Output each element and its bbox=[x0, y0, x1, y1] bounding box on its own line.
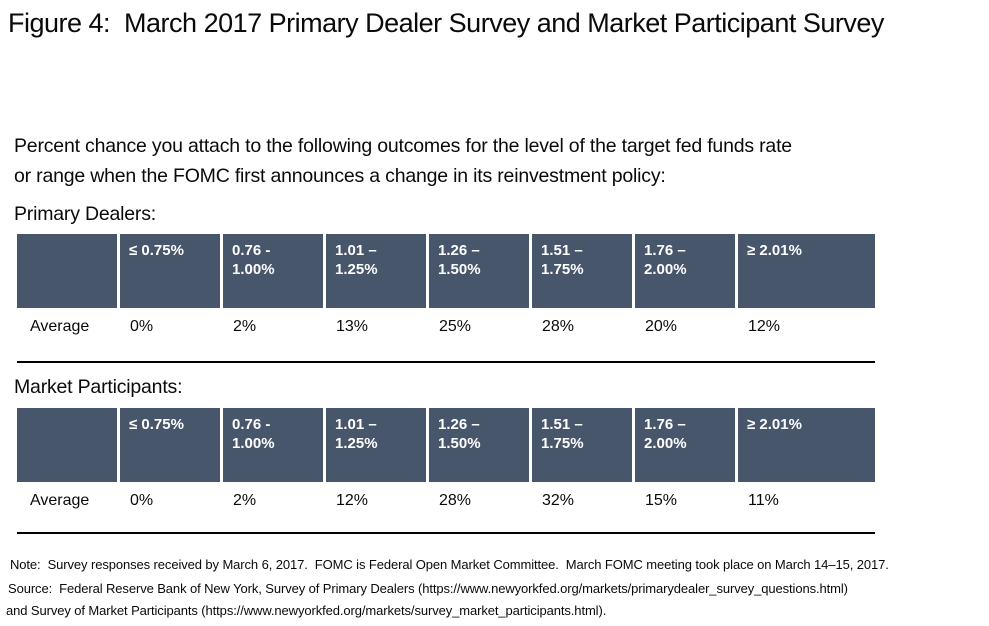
average-value: 15% bbox=[645, 492, 678, 509]
header-cell-range-4: 1.26 – 1.50% bbox=[429, 234, 529, 308]
header-cell-range-7: ≥ 2.01% bbox=[738, 234, 875, 308]
header-cell-range-1: ≤ 0.75% bbox=[120, 408, 220, 482]
row-label-average: Average bbox=[30, 318, 90, 335]
figure-title: Figure 4: March 2017 Primary Dealer Surv… bbox=[8, 8, 884, 38]
market-participants-table: ≤ 0.75% 0.76 - 1.00% 1.01 – 1.25% 1.26 –… bbox=[17, 408, 875, 516]
header-cell-range-5: 1.51 – 1.75% bbox=[532, 234, 632, 308]
header-cell-range-4: 1.26 – 1.50% bbox=[429, 408, 529, 482]
table-header-row: ≤ 0.75% 0.76 - 1.00% 1.01 – 1.25% 1.26 –… bbox=[17, 408, 875, 482]
survey-question-line-2: or range when the FOMC first announces a… bbox=[14, 165, 666, 187]
header-cell-range-7: ≥ 2.01% bbox=[738, 408, 875, 482]
average-value: 20% bbox=[645, 318, 678, 335]
header-cell-empty bbox=[17, 234, 117, 308]
average-value: 11% bbox=[748, 492, 779, 509]
average-value: 25% bbox=[439, 318, 472, 335]
average-value: 2% bbox=[233, 492, 257, 509]
average-value: 2% bbox=[233, 318, 257, 335]
header-cell-range-2: 0.76 - 1.00% bbox=[223, 234, 323, 308]
header-cell-range-3: 1.01 – 1.25% bbox=[326, 234, 426, 308]
average-value: 13% bbox=[336, 318, 369, 335]
average-value: 12% bbox=[748, 318, 781, 335]
section-label-primary-dealers: Primary Dealers: bbox=[14, 203, 156, 225]
average-value: 12% bbox=[336, 492, 369, 509]
average-value: 0% bbox=[130, 492, 154, 509]
average-value: 28% bbox=[542, 318, 575, 335]
divider-line bbox=[17, 532, 875, 534]
header-cell-range-2: 0.76 - 1.00% bbox=[223, 408, 323, 482]
header-cell-empty bbox=[17, 408, 117, 482]
header-cell-range-6: 1.76 – 2.00% bbox=[635, 408, 735, 482]
header-cell-range-6: 1.76 – 2.00% bbox=[635, 234, 735, 308]
average-row: Average 0% 2% 13% 25% 28% 20% 12% bbox=[17, 308, 875, 342]
source-note-line-1: Source: Federal Reserve Bank of New York… bbox=[8, 581, 848, 596]
table-header-row: ≤ 0.75% 0.76 - 1.00% 1.01 – 1.25% 1.26 –… bbox=[17, 234, 875, 308]
average-value: 28% bbox=[439, 492, 472, 509]
average-row: Average 0% 2% 12% 28% 32% 15% 11% bbox=[17, 482, 875, 516]
primary-dealers-table: ≤ 0.75% 0.76 - 1.00% 1.01 – 1.25% 1.26 –… bbox=[17, 234, 875, 342]
row-label-average: Average bbox=[30, 492, 90, 509]
divider-line bbox=[17, 361, 875, 363]
average-value: 0% bbox=[130, 318, 154, 335]
header-cell-range-1: ≤ 0.75% bbox=[120, 234, 220, 308]
footer-notes: Note: Survey responses received by March… bbox=[0, 557, 989, 618]
source-note-line-2: and Survey of Market Participants (https… bbox=[6, 603, 607, 618]
header-cell-range-5: 1.51 – 1.75% bbox=[532, 408, 632, 482]
header-cell-range-3: 1.01 – 1.25% bbox=[326, 408, 426, 482]
survey-question-line-1: Percent chance you attach to the followi… bbox=[14, 135, 792, 157]
average-value: 32% bbox=[542, 492, 575, 509]
survey-question: Percent chance you attach to the followi… bbox=[14, 131, 792, 191]
footnote: Note: Survey responses received by March… bbox=[10, 557, 889, 572]
section-label-market-participants: Market Participants: bbox=[14, 376, 183, 398]
